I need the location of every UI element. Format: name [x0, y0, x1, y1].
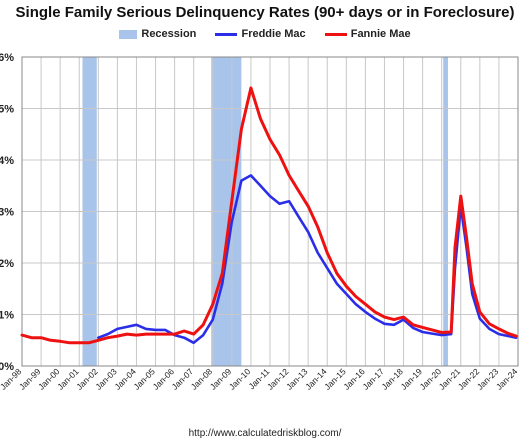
x-tick-label-26: Jan-24	[494, 366, 520, 392]
source-url: http://www.calculatedriskblog.com/	[188, 428, 342, 439]
legend-swatch-freddie	[215, 32, 238, 36]
legend-label-fannie: Fannie Mae	[350, 28, 411, 40]
chart-title: Single Family Serious Delinquency Rates …	[15, 4, 515, 21]
series-line-fannie-mae	[20, 86, 518, 345]
y-tick-label-5: 5%	[0, 104, 14, 116]
y-tick-label-3: 3%	[0, 207, 14, 219]
legend-label-freddie: Freddie Mac	[241, 28, 306, 40]
series-lines	[20, 86, 518, 345]
y-tick-label-1: 1%	[0, 310, 14, 322]
chart-legend: Recession Freddie Mac Fannie Mae	[0, 28, 530, 40]
legend-label-recession: Recession	[141, 28, 197, 40]
y-tick-label-0: 0%	[0, 361, 14, 373]
legend-item-freddie: Freddie Mac	[215, 28, 306, 40]
legend-swatch-recession	[119, 29, 138, 39]
legend-item-fannie: Fannie Mae	[324, 28, 411, 40]
x-tick-labels: Jan-98Jan-99Jan-00Jan-01Jan-02Jan-03Jan-…	[0, 366, 520, 392]
plot-frame	[21, 56, 519, 367]
x-tick-label-12: Jan-10	[227, 366, 253, 392]
legend-item-recession: Recession	[119, 28, 196, 40]
legend-swatch-fannie	[324, 32, 347, 36]
y-tick-labels: 0% 1% 2% 3% 4% 5% 6%	[0, 52, 14, 373]
y-tick-label-6: 6%	[0, 52, 14, 64]
y-tick-label-4: 4%	[0, 155, 14, 167]
y-tick-label-2: 2%	[0, 258, 14, 270]
